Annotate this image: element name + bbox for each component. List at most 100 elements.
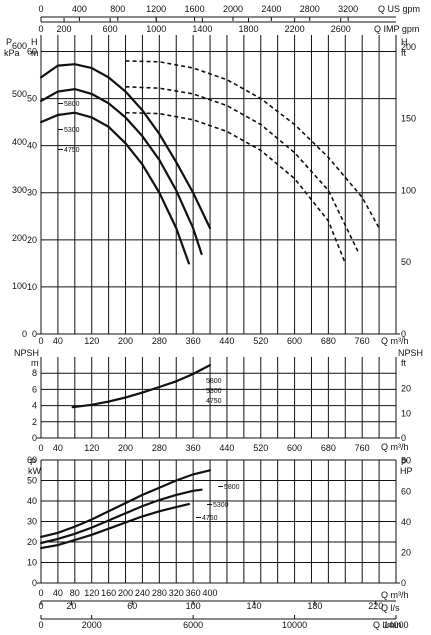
us-gpm-tick-label: 0: [38, 4, 43, 14]
head-x-tick-label: 600: [287, 336, 302, 346]
npsh-title-right: NPSH: [398, 348, 423, 358]
head-x-tick-label: 440: [219, 336, 234, 346]
ls-axis-title: Q l/s: [381, 603, 400, 613]
head-panel: 0100200300400500600010203040506005010015…: [12, 35, 416, 346]
head-letter-left: H: [31, 37, 38, 47]
hp-tick-label: 60: [401, 486, 411, 496]
head-curve-5800: [39, 63, 212, 230]
bottom-m3h-x-tick-label: 40: [53, 588, 63, 598]
power-letter-right: P: [401, 457, 407, 467]
npsh-m-tick-label: 0: [32, 433, 37, 443]
bottom-m3h-x-tick-label: 360: [186, 588, 201, 598]
power-panel: 0 10 20 30 40 50 60 0 20 40 60 80 5800 5300 4750: [27, 455, 411, 588]
npsh-x-tick-label: 680: [321, 443, 336, 453]
head-x-tick-label: 0: [38, 336, 43, 346]
head-x-axis-title: Q m³/h: [381, 336, 409, 346]
bottom-m3h-x-tick-label: 240: [135, 588, 150, 598]
head-curve-4750: [39, 111, 190, 265]
ls-tick-label: 220: [368, 601, 383, 611]
meter-unit: m: [31, 48, 39, 58]
us-gpm-tick-label: 400: [72, 4, 87, 14]
power-curve-4750: [39, 503, 190, 550]
kpa-tick-label: 400: [12, 137, 27, 147]
lmin-tick-label: 6000: [183, 620, 203, 630]
lmin-axis-title: Q l/min: [373, 620, 402, 630]
ls-tick-label: 100: [186, 601, 201, 611]
head-x-tick-label: 280: [152, 336, 167, 346]
npsh-title-left: NPSH: [14, 348, 39, 358]
npsh-m-tick-label: 2: [32, 417, 37, 427]
imp-gpm-tick-label: 2600: [331, 24, 351, 34]
ls-tick-label: 180: [307, 601, 322, 611]
head-curve-5300-dashed: [125, 86, 359, 252]
head-ft-tick-label: 150: [401, 114, 416, 124]
us-gpm-tick-label: 2000: [223, 4, 243, 14]
imp-gpm-tick-label: 2200: [285, 24, 305, 34]
head-letter-right: H: [401, 37, 408, 47]
us-gpm-tick-label: 1200: [146, 4, 166, 14]
npsh-curve: [71, 364, 212, 409]
ls-tick-label: 0: [38, 601, 43, 611]
power-letter-left: P: [30, 457, 36, 467]
npsh-x-tick-label: 760: [355, 443, 370, 453]
npsh-m-tick-label: 8: [32, 368, 37, 378]
ls-tick-label: 60: [127, 601, 137, 611]
lmin-tick-label: 14000: [383, 620, 408, 630]
head-x-tick-label: 120: [84, 336, 99, 346]
hp-tick-label: 80: [401, 456, 411, 466]
npsh-x-tick-label: 40: [53, 443, 63, 453]
us-gpm-tick-label: 2800: [300, 4, 320, 14]
bottom-m3h-x-tick-label: 80: [70, 588, 80, 598]
kw-tick-label: 10: [27, 558, 37, 568]
bottom-m3h-title: Q m³/h: [381, 590, 409, 600]
head-ft-tick-label: 200: [401, 42, 416, 52]
head-x-tick-label: 760: [355, 336, 370, 346]
npsh-feet-unit: ft: [401, 358, 407, 368]
hp-tick-label: 40: [401, 517, 411, 527]
power-curve-5300: [39, 488, 203, 545]
ls-tick-label: 140: [246, 601, 261, 611]
head-m-tick-label: 20: [27, 235, 37, 245]
npsh-x-tick-label: 120: [84, 443, 99, 453]
lmin-tick-label: 2000: [82, 620, 102, 630]
power-label-5800: 5800: [224, 484, 240, 491]
head-m-tick-label: 40: [27, 141, 37, 151]
npsh-x-tick-label: 280: [152, 443, 167, 453]
head-ft-tick-label: 100: [401, 185, 416, 195]
kpa-tick-label: 300: [12, 185, 27, 195]
hp-tick-label: 0: [401, 578, 406, 588]
feet-unit: ft: [401, 48, 407, 58]
imp-gpm-axis-title: Q IMP gpm: [374, 24, 419, 34]
npsh-x-tick-label: 0: [38, 443, 43, 453]
kw-unit: kW: [28, 466, 42, 476]
imp-gpm-axis: 0 200 600 1000 1400 1800 2200 2600: [38, 18, 396, 34]
kw-tick-label: 0: [32, 578, 37, 588]
us-gpm-axis: 0 400 800 1200 1600 2000 2400 2800 3200: [38, 4, 396, 21]
head-curve-4750-dashed: [125, 111, 347, 264]
bottom-m3h-x-tick-label: 0: [38, 588, 43, 598]
lmin-axis: 0 2000 6000 10000 14000: [38, 615, 409, 630]
us-gpm-tick-label: 800: [110, 4, 125, 14]
kw-tick-label: 20: [27, 537, 37, 547]
head-x-tick-label: 680: [321, 336, 336, 346]
hp-tick-label: 20: [401, 547, 411, 557]
npsh-x-tick-label: 520: [253, 443, 268, 453]
ls-axis: 0 20 60 100 140 180 220: [38, 600, 396, 611]
bottom-m3h-axis: 0 40 80 120 160 200 240 280 320 360 400: [38, 588, 217, 598]
head-m-tick-label: 50: [27, 94, 37, 104]
head-ft-tick-label: 0: [401, 329, 406, 339]
head-ft-tick-label: 50: [401, 257, 411, 267]
imp-gpm-tick-label: 600: [103, 24, 118, 34]
bottom-m3h-x-tick-label: 160: [101, 588, 116, 598]
npsh-x-tick-label: 200: [118, 443, 133, 453]
head-x-tick-label: 40: [53, 336, 63, 346]
us-gpm-tick-label: 2400: [261, 4, 281, 14]
head-curve-5800-dashed: [125, 60, 380, 229]
power-label-4750: 4750: [202, 515, 218, 522]
npsh-label-4750: 4750: [206, 398, 222, 405]
imp-gpm-tick-label: 1400: [192, 24, 212, 34]
head-m-tick-label: 30: [27, 188, 37, 198]
bottom-m3h-x-tick-label: 400: [203, 588, 218, 598]
